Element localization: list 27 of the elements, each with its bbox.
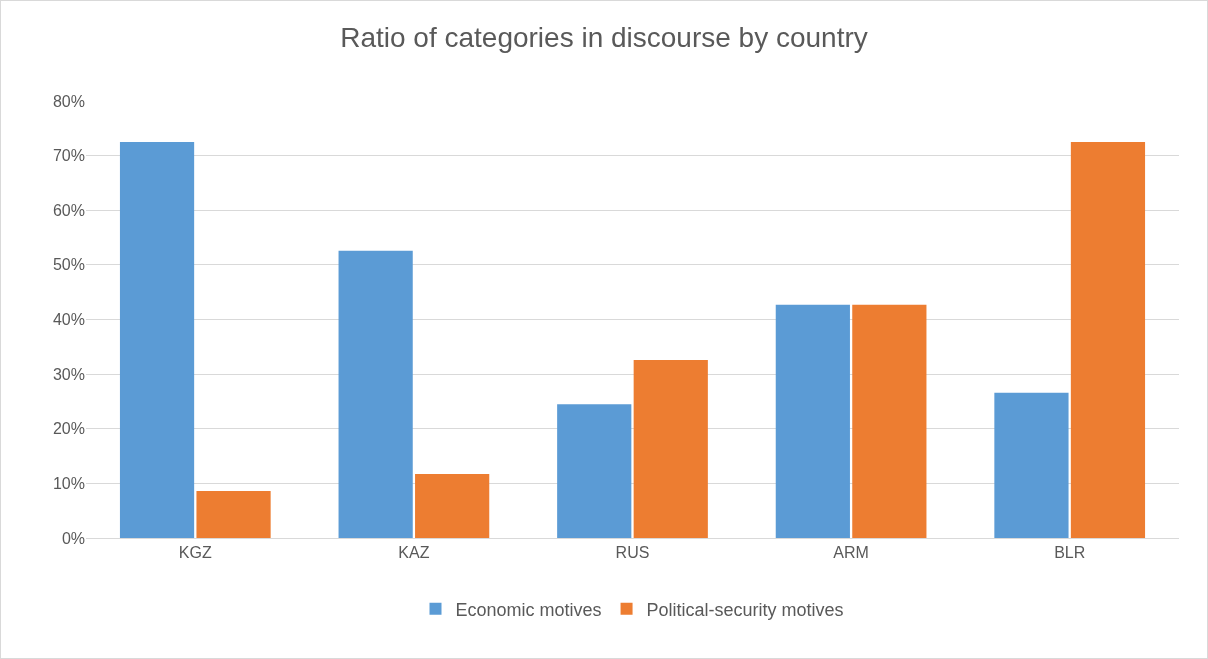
y-tick-label: 40% (52, 311, 85, 329)
bar (1070, 141, 1146, 538)
legend-label: Economic motives (455, 599, 602, 620)
y-tick-label: 10% (52, 474, 85, 492)
x-tick-label: KAZ (398, 544, 430, 562)
y-tick-label: 30% (52, 365, 85, 383)
bar (119, 141, 195, 538)
bar (994, 392, 1069, 538)
bar (196, 491, 271, 538)
x-tick-label: ARM (833, 544, 869, 562)
x-tick-label: KGZ (178, 544, 212, 562)
legend-label: Political-security motives (646, 599, 844, 620)
bar (775, 304, 850, 538)
x-tick-label: BLR (1054, 544, 1086, 562)
y-tick-label: 50% (52, 256, 85, 274)
bar (633, 359, 708, 538)
y-tick-label: 60% (52, 201, 85, 219)
bar (852, 304, 927, 538)
x-tick-label: RUS (615, 544, 650, 562)
y-tick-label: 20% (52, 420, 85, 438)
bar (338, 250, 413, 538)
y-tick-label: 80% (52, 92, 85, 110)
chart-title: Ratio of categories in discourse by country (340, 21, 868, 53)
y-tick-label: 70% (52, 147, 85, 165)
y-tick-label: 0% (61, 529, 85, 547)
bar (557, 404, 632, 538)
bar (415, 474, 490, 538)
